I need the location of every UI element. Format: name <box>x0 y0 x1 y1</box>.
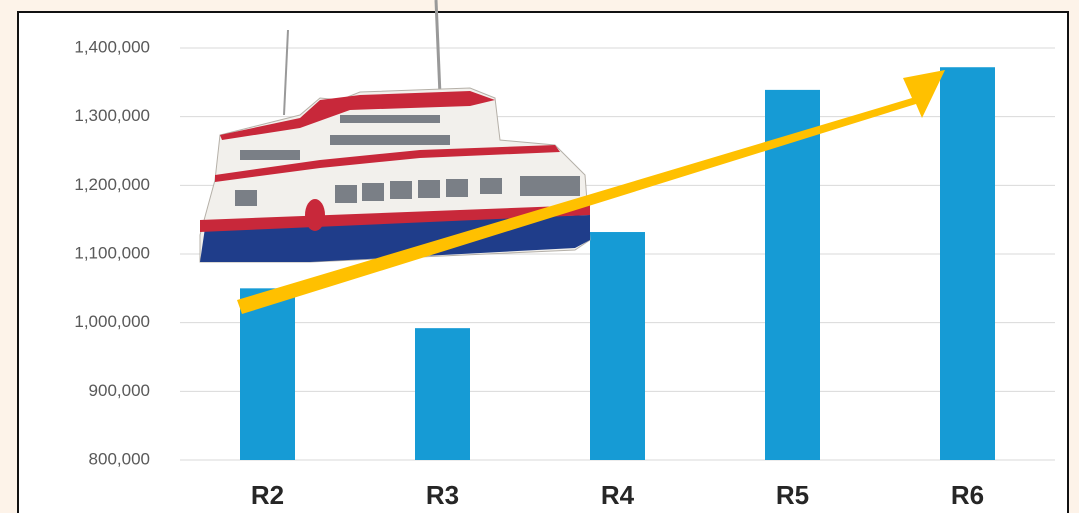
bar <box>240 288 295 460</box>
x-tick-label: R5 <box>776 480 809 510</box>
x-tick-label: R4 <box>601 480 635 510</box>
y-tick-label: 1,400,000 <box>74 37 150 56</box>
x-tick-label: R2 <box>251 480 284 510</box>
chart: 800,000 900,000 1,000,000 1,100,000 1,200,00… <box>0 0 1079 513</box>
bar <box>415 328 470 460</box>
bar <box>590 232 645 460</box>
y-tick-label: 1,000,000 <box>74 312 150 331</box>
page: {"chart_data": {"type": "bar", "categori… <box>0 0 1079 513</box>
y-tick-label: 900,000 <box>89 381 150 400</box>
x-tick-label: R3 <box>426 480 459 510</box>
y-tick-label: 1,300,000 <box>74 106 150 125</box>
x-tick-label: R6 <box>951 480 984 510</box>
y-tick-label: 1,200,000 <box>74 175 150 194</box>
y-tick-label: 800,000 <box>89 449 150 468</box>
y-tick-label: 1,100,000 <box>74 243 150 262</box>
bar <box>940 67 995 460</box>
